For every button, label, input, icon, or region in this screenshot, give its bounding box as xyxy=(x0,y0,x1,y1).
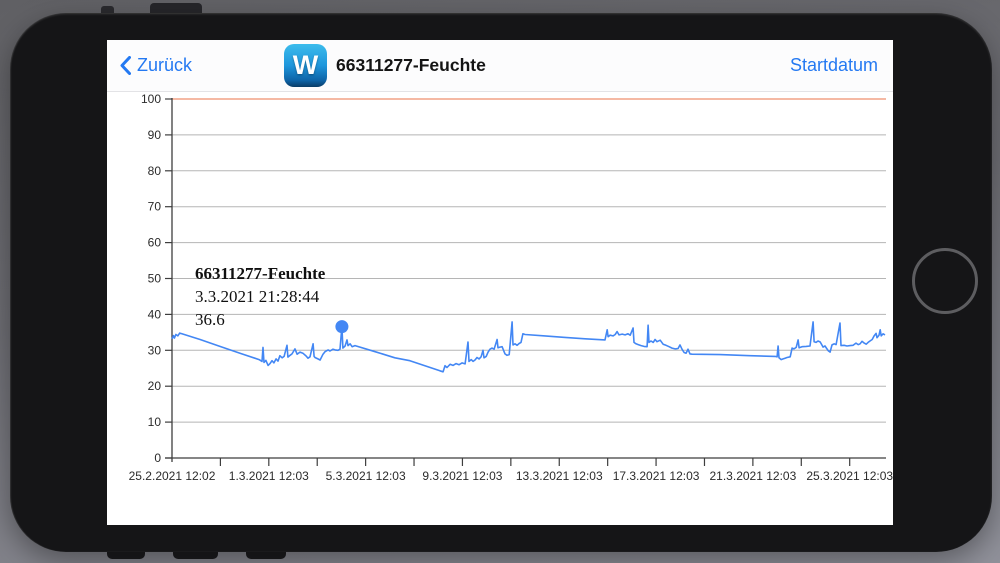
svg-text:25.2.2021 12:02: 25.2.2021 12:02 xyxy=(129,469,216,483)
svg-text:10: 10 xyxy=(148,415,162,429)
navigation-bar: Zurück W 66311277-Feuchte Startdatum xyxy=(107,40,893,92)
home-button[interactable] xyxy=(912,248,978,314)
svg-text:30: 30 xyxy=(148,343,162,357)
y-axis-tick-labels: 0 10 20 30 40 50 60 70 80 90 100 xyxy=(141,92,161,465)
tooltip-datetime: 3.3.2021 21:28:44 xyxy=(195,287,320,306)
back-button[interactable]: Zurück xyxy=(120,40,192,91)
svg-text:40: 40 xyxy=(148,307,162,321)
svg-text:50: 50 xyxy=(148,272,162,286)
svg-text:0: 0 xyxy=(154,451,161,465)
app-screen: Zurück W 66311277-Feuchte Startdatum 0 10… xyxy=(107,40,893,525)
humidity-line-chart[interactable]: 0 10 20 30 40 50 60 70 80 90 100 25.2.2021 12:02 1.3… xyxy=(107,40,893,525)
axes xyxy=(165,98,886,462)
svg-text:80: 80 xyxy=(148,164,162,178)
w-app-icon: W xyxy=(284,44,327,87)
selected-point-marker[interactable] xyxy=(335,320,349,334)
tooltip-series-name: 66311277-Feuchte xyxy=(195,264,326,283)
tablet-device-frame: Zurück W 66311277-Feuchte Startdatum 0 10… xyxy=(10,13,992,552)
back-button-label: Zurück xyxy=(137,55,193,75)
chart-tooltip: 66311277-Feuchte 3.3.2021 21:28:44 36.6 xyxy=(195,262,325,331)
svg-text:60: 60 xyxy=(148,236,162,250)
svg-text:100: 100 xyxy=(141,92,161,106)
startdatum-button[interactable]: Startdatum xyxy=(789,55,878,75)
svg-text:13.3.2021 12:03: 13.3.2021 12:03 xyxy=(516,469,603,483)
svg-text:1.3.2021 12:03: 1.3.2021 12:03 xyxy=(229,469,309,483)
chevron-left-icon xyxy=(120,56,131,75)
svg-text:90: 90 xyxy=(148,128,162,142)
y-gridlines xyxy=(172,134,886,423)
page-title: 66311277-Feuchte xyxy=(336,55,486,75)
x-axis-ticks xyxy=(219,458,851,466)
series-line xyxy=(171,321,886,373)
svg-text:20: 20 xyxy=(148,379,162,393)
svg-text:25.3.2021 12:03: 25.3.2021 12:03 xyxy=(806,469,893,483)
series-66311277-feuchte xyxy=(171,320,886,373)
svg-text:5.3.2021 12:03: 5.3.2021 12:03 xyxy=(326,469,406,483)
w-app-icon-letter: W xyxy=(292,50,319,80)
svg-text:17.3.2021 12:03: 17.3.2021 12:03 xyxy=(613,469,700,483)
tooltip-value: 36.6 xyxy=(195,310,225,329)
svg-text:21.3.2021 12:03: 21.3.2021 12:03 xyxy=(710,469,797,483)
svg-text:9.3.2021 12:03: 9.3.2021 12:03 xyxy=(422,469,502,483)
x-axis-tick-labels: 25.2.2021 12:02 1.3.2021 12:03 5.3.2021 12… xyxy=(129,469,893,483)
svg-text:70: 70 xyxy=(148,200,162,214)
volume-button xyxy=(101,6,114,15)
y-axis-ticks xyxy=(165,98,172,459)
